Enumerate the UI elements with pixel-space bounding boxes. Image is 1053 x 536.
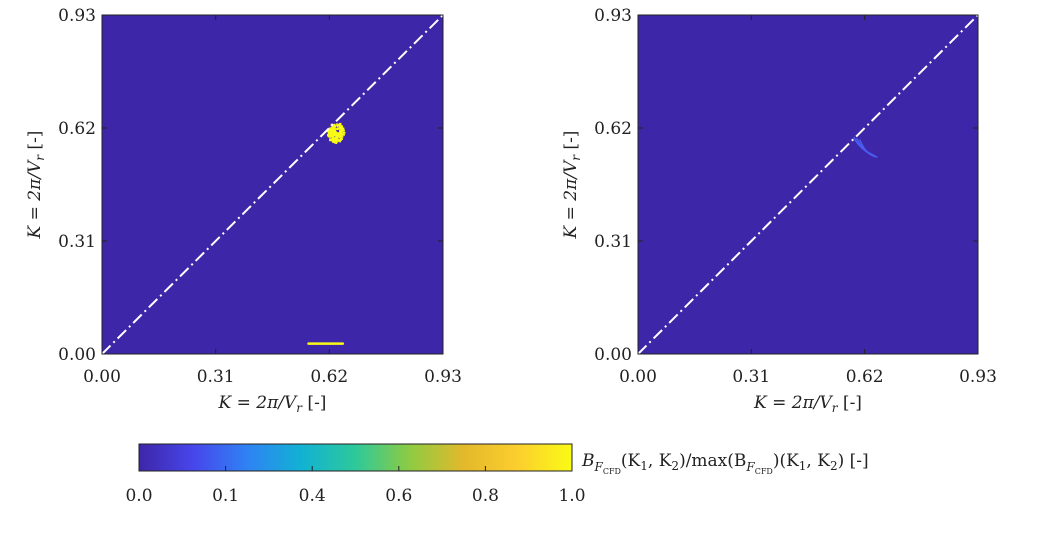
colorbar-tick-label: 0.0 xyxy=(125,486,152,506)
colorbar: 0.0 0.1 0.4 0.6 0.8 1.0 BFCFD(K1, K2)/max(BFC… xyxy=(125,443,869,506)
cluster-point xyxy=(332,128,336,132)
y-tick-label: 0.93 xyxy=(58,6,96,26)
right-panel-features xyxy=(852,136,878,158)
yellow-strip xyxy=(307,342,344,345)
colorbar-tick-label: 1.0 xyxy=(558,486,585,506)
cluster-point xyxy=(334,138,337,141)
cluster-point xyxy=(339,123,342,126)
cluster-point xyxy=(336,127,339,131)
cluster-point xyxy=(336,136,339,140)
cluster-point xyxy=(334,124,337,128)
cluster-point xyxy=(336,134,339,138)
cluster-point xyxy=(335,139,339,141)
right-panel-diagonal-line xyxy=(637,14,979,355)
cluster-point xyxy=(335,132,339,136)
cluster-point xyxy=(329,129,331,132)
cluster-point xyxy=(327,131,331,135)
x-tick-label: 0.00 xyxy=(619,367,657,387)
x-tick-label: 0.93 xyxy=(424,367,462,387)
cluster-point xyxy=(331,136,334,140)
colorbar-tick-label: 0.6 xyxy=(385,486,412,506)
colorbar-tick-label: 0.4 xyxy=(299,486,326,506)
right-panel-y-ticks: 0.00 0.31 0.62 0.93 xyxy=(594,6,978,365)
colorbar-label: BFCFD(K1, K2)/max(BFCFD)(K1, K2) [-] xyxy=(581,451,869,476)
cluster-point xyxy=(343,131,346,134)
left-panel-features xyxy=(307,122,346,345)
cluster-point xyxy=(338,135,341,138)
cluster-point xyxy=(341,134,345,136)
cluster-point xyxy=(335,141,338,145)
y-tick-label: 0.62 xyxy=(58,119,96,139)
x-tick-label: 0.62 xyxy=(310,367,348,387)
right-panel-x-axis-label: K = 2π/Vr [-] xyxy=(753,393,862,415)
cluster-point xyxy=(329,138,332,142)
y-tick-label: 0.62 xyxy=(594,119,632,139)
cluster-point xyxy=(329,127,332,130)
colorbar-tick-label: 0.8 xyxy=(472,486,499,506)
left-panel-x-ticks: 0.00 0.31 0.62 0.93 xyxy=(83,15,462,387)
left-panel-frame xyxy=(101,14,444,355)
cluster-point xyxy=(330,138,334,142)
colorbar-tick-label: 0.1 xyxy=(212,486,239,506)
x-tick-label: 0.62 xyxy=(846,367,884,387)
cluster-point xyxy=(340,126,343,130)
cluster-point xyxy=(330,127,334,131)
cluster-point xyxy=(339,138,342,141)
cluster-point xyxy=(335,131,338,134)
cluster-point xyxy=(336,125,339,128)
cluster-point xyxy=(333,139,336,142)
x-tick-label: 0.93 xyxy=(959,367,997,387)
y-tick-label: 0.31 xyxy=(594,232,632,252)
colorbar-ticks: 0.0 0.1 0.4 0.6 0.8 1.0 xyxy=(125,466,586,506)
cluster-point xyxy=(337,133,340,136)
cluster-point xyxy=(332,138,334,141)
arc-line xyxy=(858,139,878,158)
y-tick-label: 0.93 xyxy=(594,6,632,26)
cluster-point xyxy=(339,129,342,133)
yellow-cluster xyxy=(326,122,346,145)
left-panel-x-axis-label: K = 2π/Vr [-] xyxy=(218,393,327,415)
cluster-point xyxy=(342,129,345,132)
cluster-point xyxy=(332,135,335,138)
cluster-point xyxy=(332,141,335,143)
left-panel: 0.00 0.31 0.62 0.93 0.00 0.31 0.62 0.93 K = 2π… xyxy=(25,6,462,415)
cluster-point xyxy=(330,129,334,133)
cluster-point xyxy=(340,127,344,131)
x-tick-label: 0.31 xyxy=(732,367,770,387)
cluster-point xyxy=(334,141,336,144)
cluster-point xyxy=(328,135,332,138)
x-tick-label: 0.31 xyxy=(197,367,235,387)
cluster-point xyxy=(336,123,338,127)
left-panel-y-axis-label: K = 2π/Vr [-] xyxy=(25,131,47,240)
right-panel-frame xyxy=(637,14,979,355)
cluster-point xyxy=(332,126,336,129)
right-panel-y-axis-label: K = 2π/Vr [-] xyxy=(561,131,583,240)
x-tick-label: 0.00 xyxy=(83,367,121,387)
y-tick-label: 0.31 xyxy=(58,232,96,252)
left-panel-diagonal-line xyxy=(101,14,444,355)
cluster-point xyxy=(341,136,344,138)
cluster-point xyxy=(333,134,336,137)
cluster-point xyxy=(329,132,332,135)
cluster-point xyxy=(333,137,337,141)
cluster-point xyxy=(338,132,341,135)
y-tick-label: 0.00 xyxy=(58,345,96,365)
cluster-point xyxy=(330,132,334,135)
right-panel-x-ticks: 0.00 0.31 0.62 0.93 xyxy=(619,15,997,387)
cluster-point xyxy=(338,133,342,136)
left-panel-y-ticks: 0.00 0.31 0.62 0.93 xyxy=(58,6,443,365)
y-tick-label: 0.00 xyxy=(594,345,632,365)
colorbar-bar xyxy=(138,443,573,472)
cluster-point xyxy=(339,135,342,138)
cluster-point xyxy=(338,139,341,142)
cluster-point xyxy=(331,126,335,129)
cluster-point xyxy=(334,136,338,139)
right-panel: 0.00 0.31 0.62 0.93 0.00 0.31 0.62 0.93 K = 2π… xyxy=(561,6,997,415)
cluster-point xyxy=(338,126,341,130)
